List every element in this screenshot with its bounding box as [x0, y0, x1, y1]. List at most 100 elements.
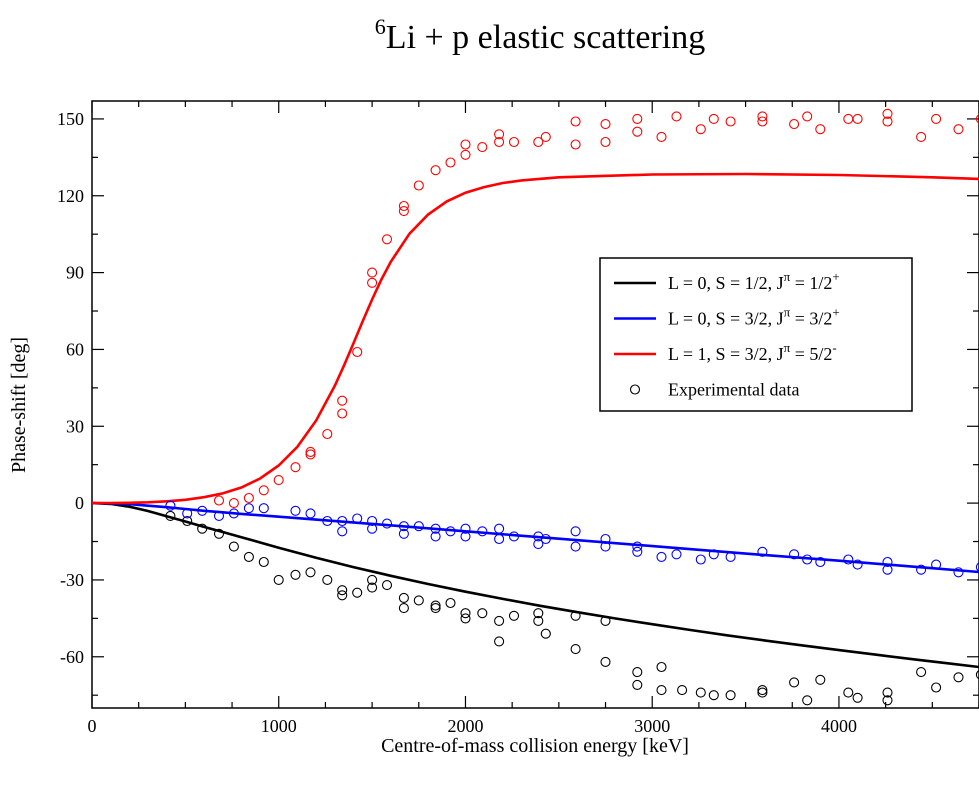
data-point-s12	[430, 603, 441, 614]
data-point-s12	[533, 608, 544, 619]
data-point-s12	[494, 636, 505, 647]
data-point-s12	[815, 674, 826, 685]
data-point-s32	[931, 559, 942, 570]
data-point-s32	[725, 551, 736, 562]
data-point-s12	[975, 670, 979, 680]
data-point-s32	[600, 541, 611, 552]
y-tick-label: 30	[66, 416, 84, 436]
data-point-s12	[460, 608, 471, 619]
data-point-p52	[243, 492, 254, 504]
data-point-p52	[708, 113, 719, 124]
data-point-s12	[290, 569, 301, 580]
data-point-s12	[197, 523, 208, 534]
data-point-s12	[258, 556, 269, 568]
data-point-s12	[494, 615, 505, 626]
data-point-p52	[398, 206, 409, 217]
data-point-p52	[494, 136, 505, 148]
data-point-p52	[398, 200, 409, 212]
y-tick-label: -30	[60, 570, 84, 590]
data-point-s32	[197, 505, 208, 516]
data-point-s12	[367, 582, 378, 593]
data-point-s32	[916, 564, 927, 575]
data-point-p52	[632, 113, 643, 124]
data-point-s12	[600, 656, 611, 667]
data-point-s12	[381, 580, 393, 591]
series-line-s12	[92, 501, 979, 669]
data-point-s32	[460, 523, 471, 534]
y-tick-label: -60	[60, 647, 84, 667]
data-point-s12	[916, 667, 927, 678]
data-point-p52	[367, 267, 378, 278]
data-point-p52	[460, 149, 471, 160]
data-point-p52	[494, 129, 505, 140]
data-point-p52	[258, 485, 269, 496]
data-point-p52	[695, 124, 706, 135]
data-point-p52	[600, 119, 611, 130]
data-point-p52	[273, 475, 284, 486]
chart-title-text: Li + p elastic scattering	[386, 19, 705, 56]
data-point-s12	[273, 574, 284, 585]
data-point-s12	[367, 574, 378, 585]
data-point-s32	[494, 523, 505, 534]
data-point-p52	[975, 114, 979, 124]
x-axis-label: Centre-of-mass collision energy [keV]	[381, 735, 689, 757]
data-point-s32	[695, 554, 706, 565]
data-point-p52	[725, 116, 736, 127]
data-point-s12	[352, 587, 363, 598]
data-point-p52	[882, 116, 893, 127]
data-point-s32	[533, 531, 544, 542]
data-point-p52	[802, 111, 813, 122]
data-point-p52	[337, 408, 348, 419]
data-point-s32	[570, 541, 581, 552]
x-tick-label: 0	[88, 716, 97, 736]
data-point-p52	[413, 180, 424, 191]
data-point-s12	[632, 679, 643, 690]
data-point-s32	[445, 526, 456, 537]
data-point-s12	[843, 687, 854, 698]
data-point-s32	[757, 546, 768, 557]
data-point-s12	[337, 585, 348, 596]
data-point-s32	[852, 559, 863, 570]
data-point-s32	[398, 521, 409, 532]
data-point-s12	[477, 608, 488, 619]
legend-label-exp: Experimental data	[668, 380, 799, 400]
data-point-p52	[632, 126, 643, 137]
legend: L = 0, S = 1/2, Jπ = 1/2+ L = 0, S = 3/2,…	[599, 257, 913, 412]
data-point-s12	[656, 661, 667, 673]
data-point-s32	[533, 539, 544, 550]
data-point-s32	[430, 523, 441, 534]
data-point-s12	[398, 603, 409, 614]
data-point-p52	[352, 346, 363, 358]
data-point-s32	[882, 564, 893, 575]
data-point-s32	[322, 515, 333, 527]
data-point-s12	[725, 690, 736, 701]
data-point-s32	[243, 503, 254, 514]
legend-label-s32: L = 0, S = 3/2, Jπ = 3/2+	[668, 305, 840, 329]
data-point-s32	[600, 533, 611, 545]
data-point-s12	[533, 615, 544, 626]
data-point-s12	[882, 695, 893, 706]
data-point-s12	[460, 613, 471, 624]
data-point-s32	[398, 528, 409, 539]
data-point-p52	[337, 395, 348, 406]
y-axis-label: Phase-shift [deg]	[8, 337, 30, 473]
data-point-s12	[570, 610, 581, 621]
data-point-p52	[540, 131, 551, 142]
experimental-points	[165, 108, 979, 706]
data-point-p52	[305, 446, 316, 457]
data-point-s12	[165, 510, 176, 521]
data-point-s12	[570, 644, 581, 655]
data-point-s12	[656, 685, 667, 696]
data-point-s32	[290, 505, 301, 516]
data-point-p52	[843, 113, 854, 124]
data-point-s32	[337, 515, 348, 527]
data-point-s32	[430, 531, 441, 542]
data-point-p52	[931, 113, 942, 124]
legend-label-s12: L = 0, S = 1/2, Jπ = 1/2+	[668, 269, 840, 293]
x-tick-label: 1000	[261, 716, 297, 736]
series-line-s32	[92, 501, 979, 574]
data-point-s32	[228, 508, 239, 519]
data-point-s32	[494, 533, 505, 545]
data-point-p52	[852, 113, 863, 124]
